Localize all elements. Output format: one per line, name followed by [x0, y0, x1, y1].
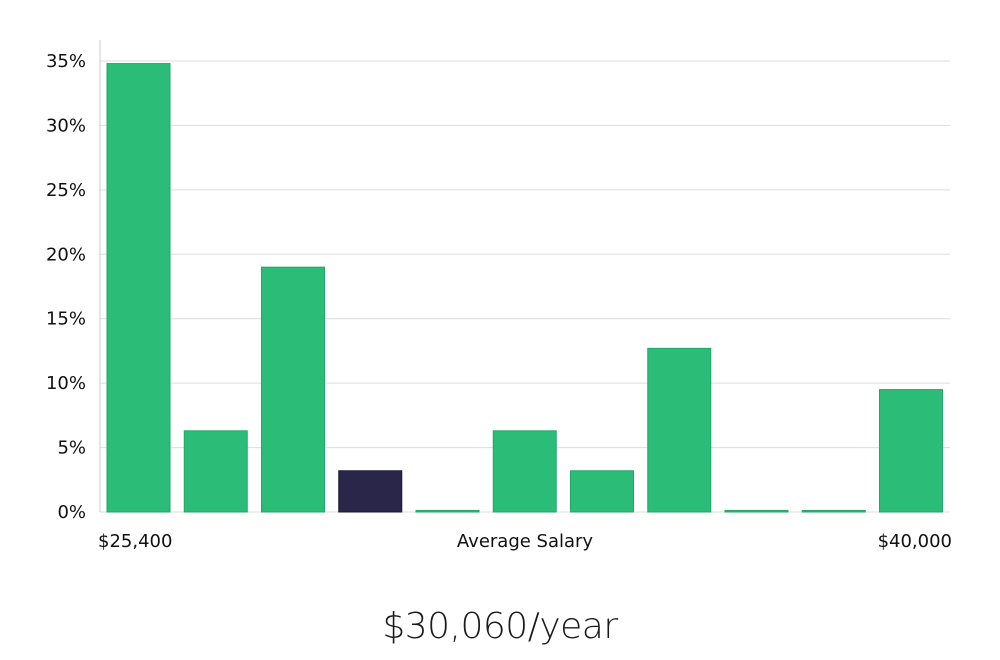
salary-histogram: 0% 5% 10% 15% 20% 25% 30% 35% $25,400 Average S…: [46, 40, 952, 552]
y-tick-label: 30%: [46, 115, 86, 136]
y-tick-label: 5%: [57, 438, 86, 459]
bar: [261, 266, 325, 513]
y-tick-label: 15%: [46, 309, 86, 330]
average-salary-value: $30,060/year: [382, 606, 618, 647]
bar: [724, 510, 789, 513]
bar: [106, 63, 171, 513]
y-tick-labels: 0% 5% 10% 15% 20% 25% 30% 35%: [46, 51, 86, 523]
bar-highlighted: [338, 470, 403, 513]
bar: [570, 470, 634, 513]
x-min-label: $25,400: [98, 531, 172, 552]
bar: [183, 430, 248, 513]
bar: [415, 510, 480, 513]
x-max-label: $40,000: [878, 531, 952, 552]
y-tick-label: 35%: [46, 51, 86, 72]
y-tick-label: 25%: [46, 180, 86, 201]
y-tick-label: 0%: [57, 502, 86, 523]
bar: [879, 389, 943, 513]
y-tick-label: 10%: [46, 373, 86, 394]
bars: [106, 63, 943, 513]
y-tick-label: 20%: [46, 244, 86, 265]
bar: [647, 347, 712, 513]
bar: [492, 430, 557, 513]
x-axis-title: Average Salary: [457, 531, 594, 552]
bar: [801, 510, 866, 513]
